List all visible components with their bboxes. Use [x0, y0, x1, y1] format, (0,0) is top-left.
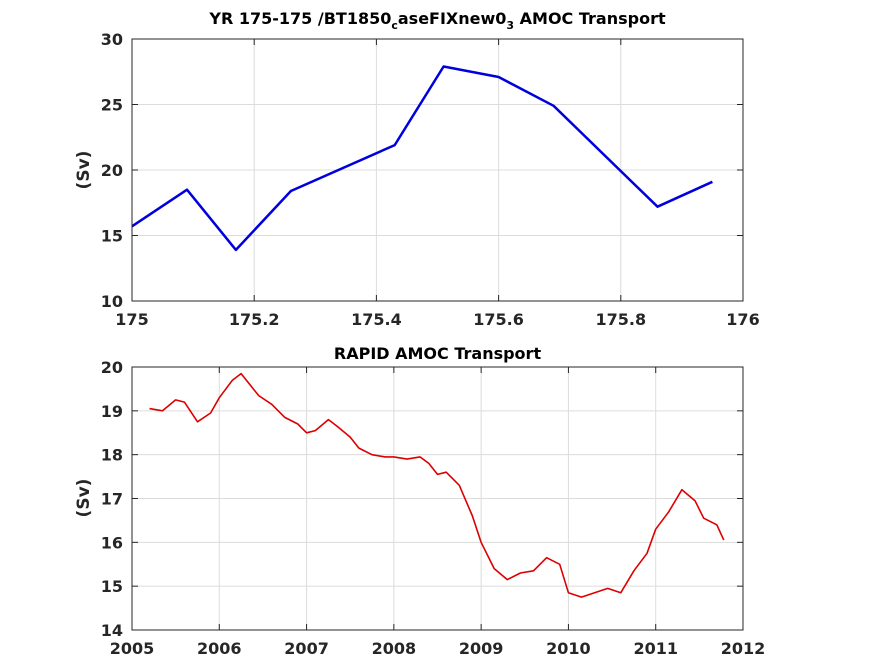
bottom-chart-series-line — [149, 372, 725, 598]
top-chart-title-part-1: YR 175-175 /BT1850 — [208, 9, 391, 28]
bottom-chart-xtick-label: 2010 — [546, 639, 591, 656]
bottom-chart-ticks: 2005 2006 2007 2008 2009 2010 2011 2012 14 15 16 17… — [101, 358, 766, 656]
top-chart-ytick-label: 10 — [101, 292, 123, 311]
top-chart-title-part-5: AMOC Transport — [514, 9, 666, 28]
bottom-chart-xtick-label: 2012 — [721, 639, 766, 656]
top-chart-ytick-label: 30 — [101, 30, 123, 49]
bottom-chart-xtick-label: 2007 — [284, 639, 329, 656]
bottom-chart-ytick-label: 16 — [101, 533, 123, 552]
top-chart-ytick-label: 25 — [101, 96, 123, 115]
top-chart-ticks: 175 175.2 175.4 175.6 175.8 176 10 15 20 25 30 — [101, 30, 760, 329]
top-chart-ytick-label: 20 — [101, 161, 123, 180]
top-chart-xtick-label: 176 — [726, 310, 759, 329]
bottom-chart-ytick-label: 15 — [101, 577, 123, 596]
top-chart-title-part-3: aseFIXnew0 — [398, 9, 507, 28]
bottom-chart-ylabel: (Sv) — [74, 479, 94, 518]
bottom-chart-title: RAPID AMOC Transport — [334, 344, 542, 363]
bottom-chart-ytick-label: 20 — [101, 358, 123, 377]
bottom-chart-ytick-label: 18 — [101, 446, 123, 465]
top-chart-title-part-4: 3 — [506, 19, 514, 32]
bottom-chart-ytick-label: 14 — [101, 621, 123, 640]
top-chart-xtick-label: 175.8 — [595, 310, 646, 329]
bottom-chart-xtick-label: 2009 — [459, 639, 504, 656]
top-chart-xtick-label: 175.6 — [473, 310, 524, 329]
top-chart-xtick-label: 175.2 — [229, 310, 280, 329]
top-chart: 175 175.2 175.4 175.6 175.8 176 10 15 20 25 30 YR … — [74, 9, 760, 329]
bottom-chart-ytick-label: 17 — [101, 490, 123, 509]
top-chart-xtick-label: 175 — [115, 310, 148, 329]
bottom-chart-xtick-label: 2005 — [110, 639, 155, 656]
top-chart-ylabel: (Sv) — [74, 151, 94, 190]
top-chart-xtick-label: 175.4 — [351, 310, 402, 329]
bottom-chart-ytick-label: 19 — [101, 402, 123, 421]
top-chart-ytick-label: 15 — [101, 227, 123, 246]
bottom-chart: 2005 2006 2007 2008 2009 2010 2011 2012 14 15 16 17… — [74, 344, 765, 656]
bottom-chart-xtick-label: 2011 — [633, 639, 678, 656]
top-chart-title: YR 175-175 /BT1850caseFIXnew03 AMOC Tran… — [208, 9, 666, 32]
bottom-chart-xtick-label: 2006 — [197, 639, 242, 656]
top-chart-series-line — [131, 65, 713, 252]
bottom-chart-xtick-label: 2008 — [372, 639, 417, 656]
top-chart-title-part-2: c — [391, 19, 398, 32]
bottom-chart-grid — [131, 366, 744, 631]
